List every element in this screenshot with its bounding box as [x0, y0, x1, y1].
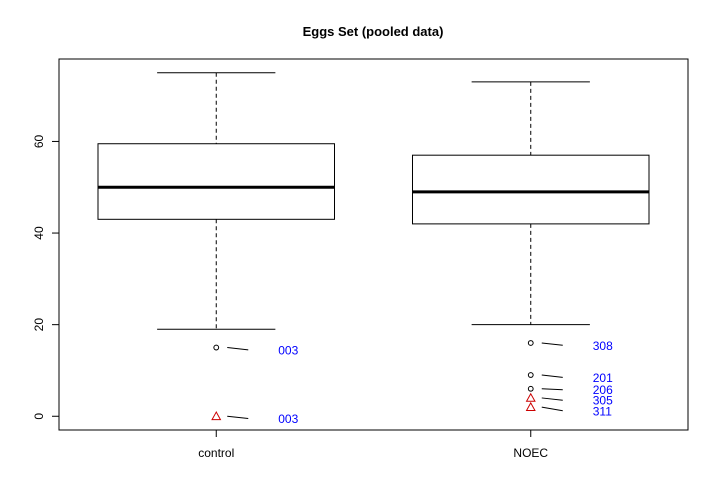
box-body	[97, 143, 336, 220]
annotation-label: 305	[593, 394, 613, 408]
annotation-leader-line	[541, 374, 563, 378]
x-tick-label: control	[198, 446, 234, 460]
box-noec	[411, 81, 650, 411]
outlier-point	[527, 385, 534, 392]
y-tick-label: 60	[32, 134, 46, 148]
annotation-label: 003	[278, 343, 298, 357]
outlier-triangle	[525, 392, 536, 402]
y-tick-label: 0	[32, 413, 46, 420]
annotation-label: 311	[593, 404, 612, 418]
annotation-label: 201	[593, 371, 613, 385]
box-body	[411, 154, 650, 225]
annotation-leader-line	[541, 388, 563, 391]
y-tick-label: 40	[32, 226, 46, 240]
annotation-leader-line	[541, 406, 563, 412]
annotation-label: 308	[593, 339, 613, 353]
outlier-point	[527, 372, 534, 378]
y-axis: 0 20 40 60	[32, 134, 60, 420]
outlier-point	[213, 344, 220, 351]
annotation-label: 003	[278, 412, 298, 426]
outlier-point	[527, 340, 534, 346]
x-tick-label: NOEC	[513, 446, 548, 460]
annotation-label: 206	[593, 383, 613, 397]
box-control	[97, 72, 336, 421]
annotation-leader-line	[227, 415, 249, 420]
x-axis: control NOEC	[198, 430, 548, 460]
box-series	[97, 72, 650, 421]
outlier-triangle	[525, 401, 536, 411]
annotation-leader-line	[227, 347, 249, 351]
annotation-leader-line	[541, 342, 563, 346]
outlier-triangle	[211, 411, 222, 421]
annotation-leader-line	[541, 397, 563, 401]
y-tick-label: 20	[32, 318, 46, 332]
chart-title: Eggs Set (pooled data)	[303, 24, 444, 39]
